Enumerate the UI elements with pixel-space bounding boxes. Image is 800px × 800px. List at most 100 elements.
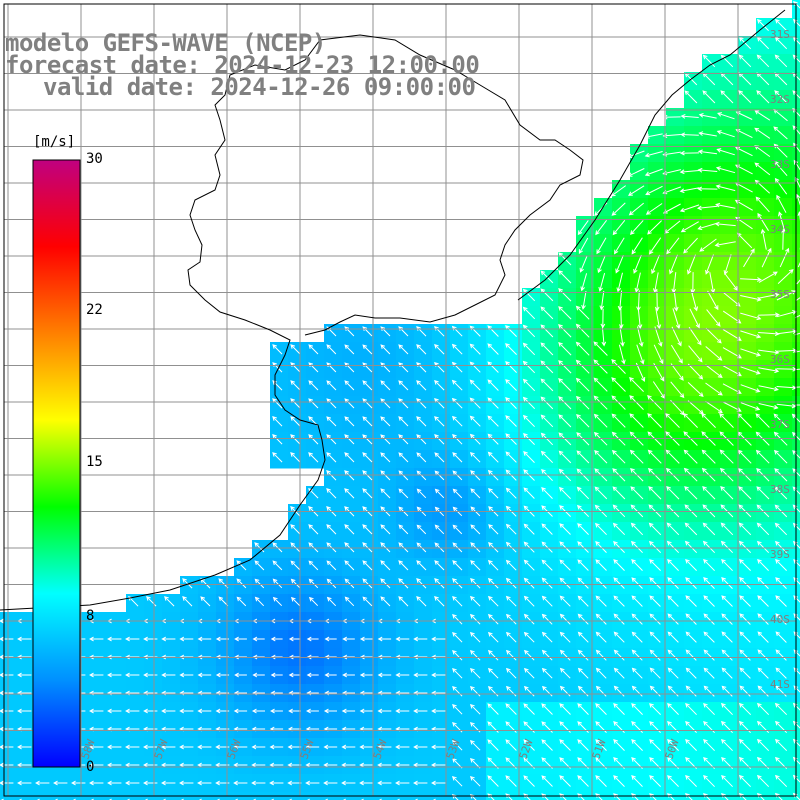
wind-arrow bbox=[685, 631, 697, 643]
wind-arrow bbox=[595, 613, 607, 625]
wind-arrow bbox=[413, 780, 428, 786]
wind-arrow bbox=[179, 708, 194, 714]
wind-arrow bbox=[398, 344, 409, 355]
wind-arrow bbox=[720, 702, 733, 716]
wind-arrow bbox=[792, 450, 800, 459]
wind-arrow bbox=[648, 522, 662, 536]
wind-arrow bbox=[757, 613, 769, 625]
wind-arrow bbox=[17, 780, 32, 786]
wind-arrow bbox=[254, 596, 265, 607]
wind-arrow bbox=[523, 559, 535, 571]
wind-arrow bbox=[416, 380, 427, 391]
wind-arrow bbox=[667, 577, 679, 589]
wind-arrow bbox=[523, 703, 535, 715]
wind-arrow bbox=[756, 90, 770, 104]
wind-arrow bbox=[434, 560, 445, 571]
wind-arrow bbox=[577, 523, 589, 535]
wind-arrow bbox=[699, 238, 717, 252]
wind-arrow bbox=[308, 434, 319, 445]
latitude-label: 40S bbox=[770, 613, 790, 626]
wind-arrow bbox=[287, 762, 302, 768]
wind-arrow bbox=[89, 672, 104, 678]
wind-arrow bbox=[324, 672, 337, 678]
wind-arrow bbox=[452, 631, 463, 643]
wind-arrow bbox=[452, 433, 463, 445]
wind-arrow bbox=[756, 522, 770, 536]
wind-arrow bbox=[631, 667, 643, 679]
wind-arrow bbox=[575, 377, 590, 392]
wind-arrow bbox=[469, 397, 481, 409]
wind-arrow bbox=[774, 18, 788, 32]
wind-arrow bbox=[558, 341, 572, 356]
wind-arrow bbox=[630, 522, 644, 536]
wind-arrow bbox=[413, 744, 428, 750]
wind-arrow bbox=[523, 667, 535, 679]
wind-arrow bbox=[505, 397, 517, 409]
wind-arrow bbox=[0, 672, 14, 678]
wind-arrow bbox=[434, 416, 445, 427]
wind-arrow bbox=[359, 744, 374, 750]
wind-arrow bbox=[359, 780, 374, 786]
wind-arrow bbox=[683, 449, 698, 464]
wind-arrow bbox=[649, 775, 661, 787]
wind-arrow bbox=[469, 739, 481, 751]
wind-arrow bbox=[680, 221, 699, 233]
wind-arrow bbox=[687, 363, 704, 380]
wind-arrow bbox=[306, 636, 319, 642]
wind-arrow bbox=[593, 413, 608, 428]
wind-arrow bbox=[469, 415, 481, 427]
wind-arrow bbox=[705, 327, 722, 344]
wind-arrow bbox=[288, 672, 301, 678]
wind-arrow bbox=[288, 708, 301, 714]
wind-arrow bbox=[672, 308, 681, 330]
wind-arrow bbox=[398, 596, 409, 607]
wind-arrow bbox=[720, 738, 733, 752]
wind-arrow bbox=[613, 703, 625, 715]
wind-arrow bbox=[778, 211, 786, 232]
wind-arrow bbox=[377, 672, 392, 678]
wind-arrow bbox=[305, 762, 320, 768]
wind-arrow bbox=[541, 703, 553, 715]
wind-arrow bbox=[723, 292, 741, 307]
wind-arrow bbox=[323, 708, 337, 714]
wind-arrow bbox=[469, 595, 481, 607]
wind-arrow bbox=[680, 113, 699, 119]
wind-arrow bbox=[344, 542, 355, 553]
wind-arrow bbox=[541, 775, 553, 787]
wind-arrow bbox=[559, 595, 571, 607]
wind-arrow bbox=[636, 344, 645, 365]
wind-arrow bbox=[577, 559, 589, 571]
wind-arrow bbox=[648, 540, 662, 554]
wind-arrow bbox=[434, 578, 445, 589]
wind-arrow bbox=[326, 344, 337, 355]
wind-arrow bbox=[290, 416, 301, 427]
wind-arrow bbox=[398, 416, 409, 427]
wind-arrow bbox=[611, 202, 626, 216]
wind-arrow bbox=[125, 744, 140, 750]
wind-arrow bbox=[703, 685, 715, 697]
wind-arrow bbox=[487, 433, 499, 445]
wind-arrow bbox=[377, 762, 392, 768]
wind-arrow bbox=[469, 361, 481, 373]
wind-arrow bbox=[666, 486, 680, 500]
wind-arrow bbox=[775, 613, 787, 625]
wind-arrow bbox=[577, 541, 589, 553]
wind-arrow bbox=[487, 379, 499, 391]
wind-arrow bbox=[452, 667, 463, 679]
colorbar-tick-15: 15 bbox=[86, 454, 103, 470]
wind-arrow bbox=[719, 449, 734, 464]
wind-arrow bbox=[362, 488, 373, 499]
wind-arrow bbox=[653, 362, 665, 382]
wind-arrow bbox=[540, 378, 554, 392]
wind-arrow bbox=[252, 636, 265, 642]
latitude-label: 33S bbox=[770, 158, 790, 171]
wind-arrow bbox=[89, 744, 104, 750]
wind-arrow bbox=[631, 595, 643, 607]
wind-arrow bbox=[143, 744, 158, 750]
wind-arrow bbox=[721, 631, 733, 643]
wind-arrow bbox=[617, 290, 623, 311]
wind-arrow bbox=[470, 577, 481, 589]
wind-arrow bbox=[775, 631, 787, 643]
wind-arrow bbox=[576, 413, 590, 428]
wind-arrow bbox=[705, 346, 723, 361]
